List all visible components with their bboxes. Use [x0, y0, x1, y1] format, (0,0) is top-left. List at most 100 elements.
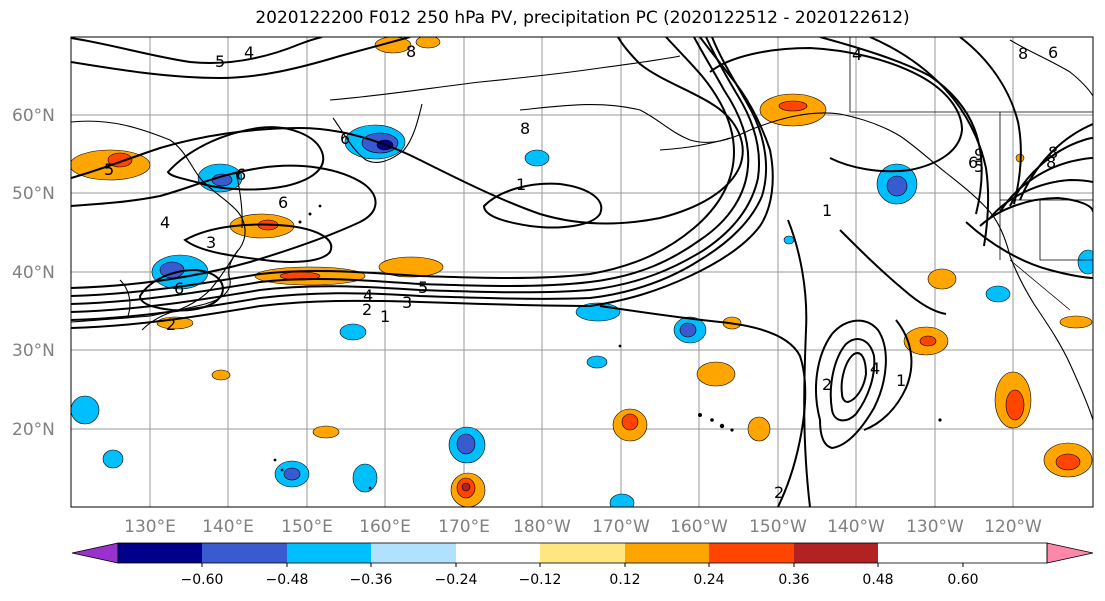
pv-contour-28 [863, 319, 913, 431]
pv-contour-14 [709, 46, 964, 173]
precip-blob-pos-170w [612, 408, 648, 442]
pv-contour-label: 5 [974, 157, 984, 176]
map-frame [70, 36, 1094, 508]
colorbar-tick-label: −0.12 [519, 572, 562, 588]
colorbar-segment [118, 543, 202, 563]
precip-blob-pos-170e [450, 472, 486, 507]
coast-aleutians [659, 137, 731, 151]
coast-siberia-north [329, 55, 681, 101]
colorbar: −0.60 −0.48 −0.36 −0.24 −0.12 0.12 0.24 … [71, 542, 1094, 588]
pv-contour-label: 6 [340, 129, 350, 148]
pv-contour-26 [599, 305, 807, 507]
pv-contour-17 [959, 37, 1022, 205]
pv-contour-22 [1019, 123, 1093, 201]
pv-contour-11 [71, 37, 323, 65]
borders [849, 37, 1093, 311]
colorbar-segment [287, 543, 371, 563]
colorbar-segments [118, 543, 878, 563]
pv-contour-5 [71, 37, 736, 297]
pv-contour-label: 2 [166, 315, 176, 334]
pv-contour-label: 4 [244, 43, 254, 62]
pv-contour-15 [819, 37, 983, 215]
lat-label-60n: 60°N [12, 106, 55, 126]
lat-label-50n: 50°N [12, 184, 55, 204]
lat-label-20n: 20°N [12, 420, 55, 440]
precip-blob-neg-170e [448, 426, 486, 464]
islands [273, 204, 942, 490]
lon-label-140w: 140°W [827, 517, 885, 537]
pv-contour-label: 4 [870, 359, 880, 378]
pv-contour-label: 8 [406, 42, 416, 61]
lon-label-130w: 130°W [906, 517, 964, 537]
gridlines [71, 37, 1093, 507]
colorbar-segment [625, 543, 709, 563]
pv-contour-7 [71, 37, 744, 225]
colorbar-tick-label: 0.60 [947, 572, 978, 588]
precip-blob-neg-150e [274, 460, 310, 488]
pv-contour-25 [840, 352, 868, 404]
colorbar-extend-low [71, 542, 119, 564]
pv-contour-12 [71, 37, 411, 80]
pv-contour-label: 1 [516, 175, 526, 194]
pv-contour-label: 8 [1018, 44, 1028, 63]
longitude-labels: 130°E 140°E 150°E 160°E 170°E 180°W 170°… [124, 517, 1042, 537]
precip-blob-pos-cal-a [994, 371, 1032, 429]
colorbar-tick-label: 0.36 [778, 572, 809, 588]
pv-contour-label: 1 [896, 371, 906, 390]
colorbar-extend-high [1046, 542, 1094, 564]
colorbar-segment [794, 543, 878, 563]
colorbar-segment [371, 543, 456, 563]
pv-contour-label: 6 [278, 193, 288, 212]
pv-contour-13 [482, 182, 603, 229]
colorbar-tick-label: 0.48 [862, 572, 893, 588]
precip-blob-neg-160e [352, 463, 378, 493]
pv-contour-27 [787, 219, 811, 507]
pv-contour-1 [71, 37, 774, 329]
pv-contour-label: 6 [174, 279, 184, 298]
colorbar-tick-label: 0.12 [609, 572, 640, 588]
pv-contours [71, 37, 1093, 507]
pv-contour-label: 6 [236, 165, 246, 184]
pv-contour-24 [829, 338, 876, 422]
colorbar-segment [202, 543, 287, 563]
pv-contour-label: 2 [362, 300, 372, 319]
pv-contour-16 [869, 37, 990, 247]
precip-blob-neg-central [673, 316, 707, 344]
colorbar-segment [456, 543, 540, 563]
pv-contour-label: 1 [822, 201, 832, 220]
lon-label-130e: 130°E [124, 517, 176, 537]
pv-contour-label: 5 [215, 52, 225, 71]
colorbar-tick-label: −0.48 [266, 572, 309, 588]
pv-contour-label: 1 [380, 307, 390, 326]
colorbar-tick-label: −0.36 [350, 572, 393, 588]
coast-kamchatka [332, 103, 423, 163]
lon-label-160w: 160°W [670, 517, 728, 537]
lon-label-160e: 160°E [359, 517, 411, 537]
pv-contour-label: 3 [206, 233, 216, 252]
colorbar-tick-label: 0.24 [693, 572, 724, 588]
pv-contour-label: 6 [1048, 43, 1058, 62]
lon-label-150e: 150°E [281, 517, 333, 537]
pv-contour-label: 5 [104, 160, 114, 179]
pv-contour-label: 2 [822, 375, 832, 394]
colorbar-ticks: −0.60 −0.48 −0.36 −0.24 −0.12 0.12 0.24 … [181, 563, 979, 588]
coast-alaska [519, 103, 1093, 421]
precip-blob-neg-alaska-gulf [876, 163, 918, 205]
colorbar-tick-label: −0.24 [435, 572, 478, 588]
lon-label-150w: 150°W [749, 517, 807, 537]
pv-contour-20 [999, 157, 1093, 213]
pv-contour-label: 4 [852, 45, 862, 64]
pv-contour-2 [71, 37, 768, 321]
pv-contour-6 [71, 164, 377, 289]
pv-contour-23 [815, 319, 887, 450]
pv-contour-10 [183, 223, 333, 263]
coast-korea [119, 279, 131, 317]
pv-contour-label: 8 [1046, 153, 1056, 172]
pv-contour-label: 8 [520, 119, 530, 138]
lon-label-180w: 180°W [513, 517, 571, 537]
pv-contour-label: 6 [968, 153, 978, 172]
latitude-labels: 60°N 50°N 40°N 30°N 20°N [12, 106, 55, 440]
precip-blob-pos-alaska [759, 93, 827, 127]
lon-label-170e: 170°E [438, 517, 490, 537]
precip-blob-pos-cal-b [1043, 442, 1093, 478]
